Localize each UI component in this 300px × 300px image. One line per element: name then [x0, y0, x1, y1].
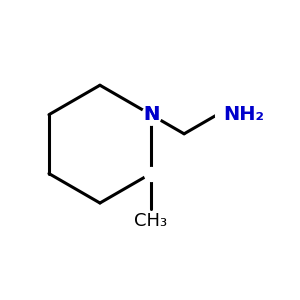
Text: CH₃: CH₃ [134, 212, 167, 230]
Text: NH₂: NH₂ [223, 105, 264, 124]
Text: N: N [143, 105, 159, 124]
Text: N: N [143, 105, 159, 124]
